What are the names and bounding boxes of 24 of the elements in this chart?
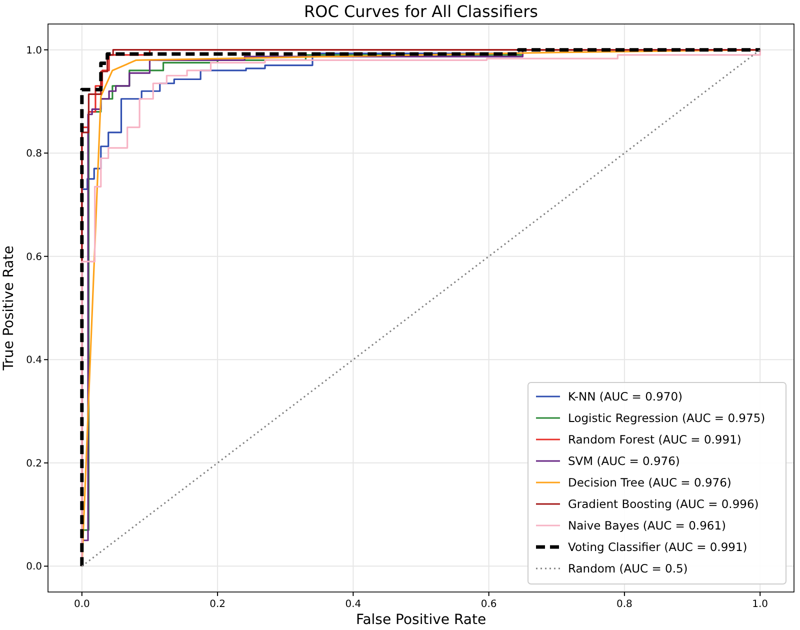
x-axis-title: False Positive Rate: [356, 612, 486, 628]
x-tick-label: 0.6: [480, 599, 497, 610]
x-tick-label: 1.0: [752, 599, 768, 610]
legend-label: Decision Tree (AUC = 0.976): [568, 476, 732, 490]
legend-label: Random (AUC = 0.5): [568, 562, 688, 576]
legend-label: SVM (AUC = 0.976): [568, 454, 680, 468]
y-tick-label: 0.8: [26, 148, 42, 160]
legend-label: Naive Bayes (AUC = 0.961): [568, 518, 726, 532]
x-tick-label: 0.4: [345, 599, 362, 610]
chart-title: ROC Curves for All Classifiers: [304, 2, 538, 21]
y-axis-title: True Positive Rate: [1, 246, 17, 372]
legend-label: K-NN (AUC = 0.970): [568, 390, 683, 404]
y-tick-label: 0.0: [26, 562, 42, 573]
legend-label: Gradient Boosting (AUC = 0.996): [568, 497, 759, 511]
legend-label: Voting Classifier (AUC = 0.991): [568, 540, 748, 554]
y-tick-label: 1.0: [26, 45, 42, 56]
x-tick-label: 0.2: [210, 599, 226, 610]
legend-label: Random Forest (AUC = 0.991): [568, 432, 742, 446]
y-tick-label: 0.2: [26, 458, 42, 470]
y-tick-label: 0.4: [26, 355, 42, 366]
x-tick-label: 0.0: [74, 599, 90, 610]
x-tick-label: 0.8: [616, 599, 632, 610]
legend-label: Logistic Regression (AUC = 0.975): [568, 411, 766, 425]
y-tick-label: 0.6: [26, 252, 42, 263]
